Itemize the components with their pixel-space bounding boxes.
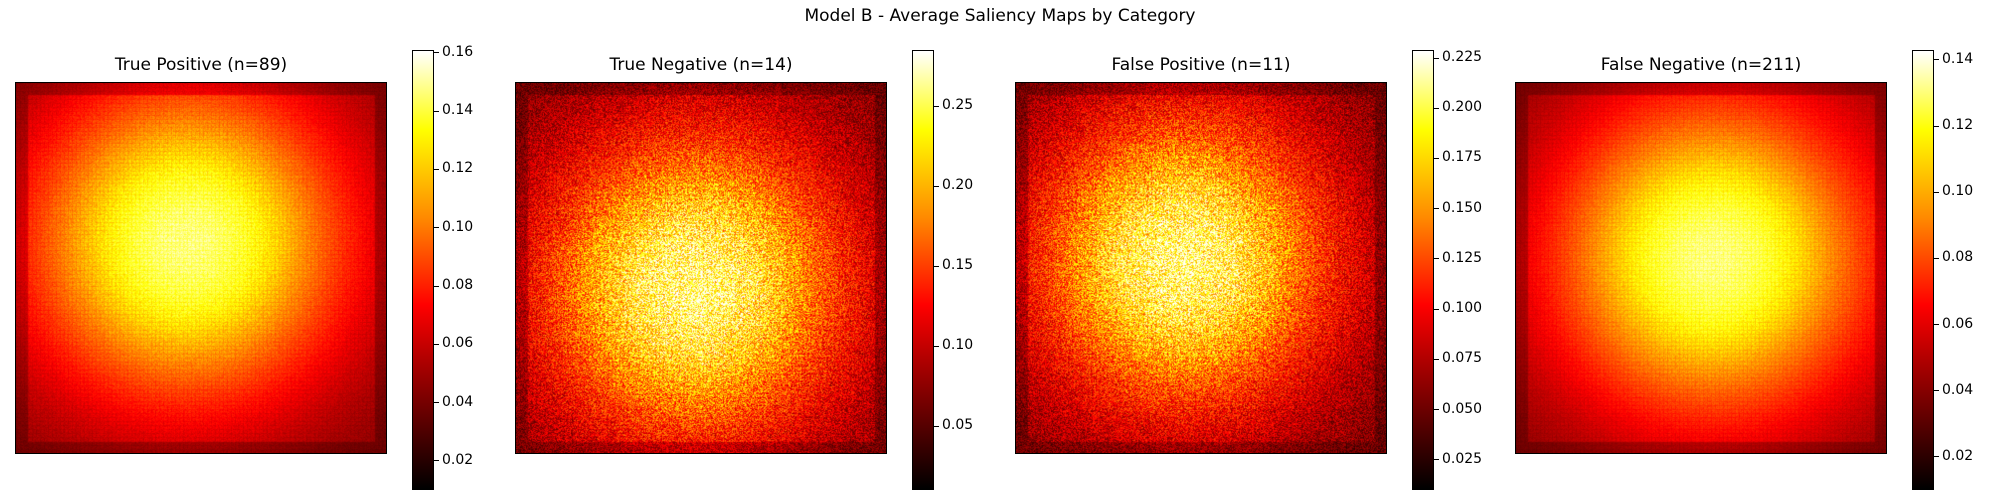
colorbar-tick-label: 0.06 [1942, 315, 1974, 332]
colorbar-tick-label: 0.05 [942, 417, 974, 433]
colorbar-tick-label: 0.20 [942, 177, 974, 193]
colorbar-ticks: 0.02 0.04 0.06 0.08 0.10 0.12 0.14 0.16 [434, 44, 494, 490]
saliency-heatmap [15, 82, 387, 454]
panel-title: True Positive (n=89) [114, 55, 288, 75]
colorbar-tick-label: 0.16 [442, 43, 474, 60]
panel-true-positive: True Positive (n=89) 0.02 0.04 0.06 0.08 0.1… [0, 44, 488, 490]
colorbar-tick-label: 0.08 [1942, 249, 1974, 266]
saliency-heatmap [515, 82, 887, 454]
panel-false-negative: False Negative (n=211) 0.02 0.04 0.06 0.08 0… [1500, 50, 1988, 490]
colorbar-tick-label: 0.02 [442, 451, 474, 468]
colorbar-tick-label: 0.10 [442, 218, 474, 235]
colorbar-tick-label: 0.10 [942, 337, 974, 353]
saliency-heatmap [1515, 82, 1887, 454]
colorbar-tick-label: 0.06 [442, 335, 474, 352]
colorbar-tick-label: 0.25 [942, 97, 974, 113]
panel-title: False Negative (n=211) [1600, 55, 1802, 75]
colorbar-tick-label: 0.02 [1942, 447, 1974, 464]
colorbar-tick-label: 0.12 [442, 160, 474, 177]
colorbar-ticks: 0.05 0.10 0.15 0.20 0.25 [934, 50, 994, 490]
colorbar [412, 50, 434, 490]
colorbar-tick-label: 0.08 [442, 277, 474, 294]
colorbar-tick-label: 0.075 [1442, 350, 1483, 367]
colorbar [912, 50, 934, 490]
colorbar-tick-label: 0.125 [1442, 249, 1483, 266]
panel-title: False Positive (n=11) [1111, 55, 1291, 75]
colorbar-tick-label: 0.04 [1942, 381, 1974, 398]
colorbar [1912, 50, 1934, 490]
colorbar-tick-label: 0.12 [1942, 117, 1974, 134]
colorbar-tick-label: 0.050 [1442, 400, 1483, 417]
colorbar [1412, 50, 1434, 490]
colorbar-tick-label: 0.100 [1442, 300, 1483, 317]
colorbar-tick-label: 0.04 [442, 393, 474, 410]
panel-true-negative: True Negative (n=14) 0.05 0.10 0.15 0.20 0.2… [500, 50, 988, 490]
colorbar-tick-label: 0.225 [1442, 49, 1483, 66]
colorbar-tick-label: 0.200 [1442, 99, 1483, 116]
colorbar-tick-label: 0.10 [1942, 183, 1974, 200]
colorbar-tick-label: 0.025 [1442, 450, 1483, 467]
colorbar-ticks: 0.025 0.050 0.075 0.100 0.125 0.150 0.175 0.200… [1434, 49, 1494, 490]
saliency-heatmap [1015, 82, 1387, 454]
colorbar-tick-label: 0.175 [1442, 149, 1483, 166]
colorbar-tick-label: 0.14 [442, 102, 474, 119]
panel-false-positive: False Positive (n=11) 0.025 0.050 0.075 0.1… [1000, 49, 1488, 490]
colorbar-tick-label: 0.14 [1942, 50, 1974, 67]
figure-title: Model B - Average Saliency Maps by Categ… [804, 6, 1196, 26]
colorbar-tick-label: 0.150 [1442, 199, 1483, 216]
panel-title: True Negative (n=14) [609, 55, 793, 75]
colorbar-tick-label: 0.15 [942, 257, 974, 273]
colorbar-ticks: 0.02 0.04 0.06 0.08 0.10 0.12 0.14 [1934, 50, 1994, 490]
